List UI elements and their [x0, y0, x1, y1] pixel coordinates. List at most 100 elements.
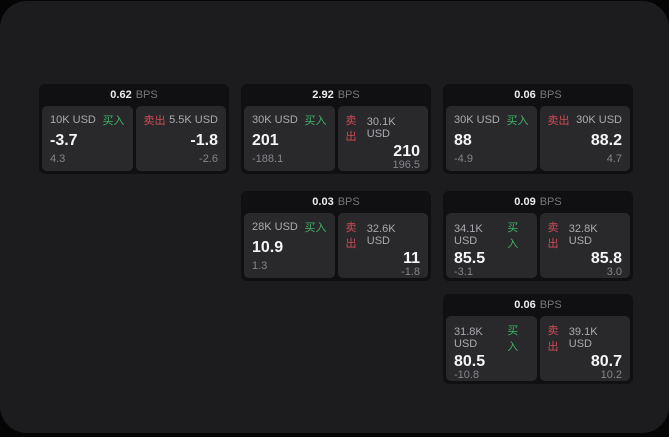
sell-amount-label: 30K USD: [576, 114, 622, 126]
bps-header: 0.06 BPS: [443, 294, 633, 316]
quote-panels: 10K USD 买入 -3.7 4.3 卖出 5.5K USD -1.8 -2.…: [39, 106, 229, 174]
buy-side-label: 买入: [507, 325, 519, 353]
bps-unit-label: BPS: [337, 89, 360, 101]
quote-panels: 30K USD 买入 88 -4.9 卖出 30K USD 88.2 4.7: [443, 106, 633, 174]
buy-side-label: 买入: [102, 115, 125, 127]
bps-value: 0.06: [514, 89, 536, 101]
sell-side-label: 卖出: [143, 115, 166, 127]
buy-price: -3.7: [50, 132, 78, 149]
buy-side-label: 买入: [506, 115, 529, 127]
buy-amount-label: 31.8K USD: [454, 326, 483, 350]
buy-panel[interactable]: 30K USD 买入 201 -188.1: [244, 106, 335, 171]
buy-panel-top: 34.1K USD 买入: [454, 219, 529, 251]
sell-price: 85.8: [590, 250, 622, 267]
buy-panel-top: 28K USD 买入: [252, 219, 327, 235]
price-card: 2.92 BPS 30K USD 买入 201 -188.1 卖出 30.1K …: [241, 84, 431, 174]
sell-price: 11: [403, 250, 420, 267]
buy-amount-label: 10K USD: [50, 114, 96, 126]
sell-change: -2.6: [199, 153, 218, 165]
buy-side-label: 买入: [507, 222, 519, 250]
sell-side-label: 卖出: [345, 115, 357, 143]
sell-price: 88.2: [590, 132, 622, 149]
buy-amount-label: 34.1K USD: [454, 223, 483, 247]
sell-panel-top: 卖出 5.5K USD: [144, 112, 219, 128]
bps-header: 2.92 BPS: [241, 84, 431, 106]
sell-panel[interactable]: 卖出 39.1K USD 80.7 10.2: [539, 316, 630, 381]
buy-side-label: 买入: [304, 115, 327, 127]
bps-unit-label: BPS: [539, 196, 562, 208]
sell-panel-top: 卖出 30K USD: [548, 112, 623, 128]
sell-side-label: 卖出: [345, 222, 357, 250]
buy-panel-top: 30K USD 买入: [454, 112, 529, 128]
sell-price: 210: [393, 143, 420, 160]
sell-panel[interactable]: 卖出 32.8K USD 85.8 3.0: [539, 213, 630, 278]
sell-price: -1.8: [190, 132, 218, 149]
buy-price: 201: [252, 132, 279, 149]
price-card: 0.06 BPS 31.8K USD 买入 80.5 -10.8 卖出 39.1…: [443, 294, 633, 384]
sell-change: 196.5: [392, 159, 420, 171]
sell-panel[interactable]: 卖出 32.6K USD 11 -1.8: [337, 213, 428, 278]
bps-header: 0.06 BPS: [443, 84, 633, 106]
buy-amount-label: 30K USD: [454, 114, 500, 126]
sell-panel[interactable]: 卖出 30.1K USD 210 196.5: [337, 106, 428, 171]
buy-panel-top: 31.8K USD 买入: [454, 322, 529, 354]
bps-unit-label: BPS: [135, 89, 158, 101]
bps-value: 0.06: [514, 299, 536, 311]
quote-panels: 34.1K USD 买入 85.5 -3.1 卖出 32.8K USD 85.8…: [443, 213, 633, 281]
bps-header: 0.09 BPS: [443, 191, 633, 213]
buy-panel[interactable]: 34.1K USD 买入 85.5 -3.1: [446, 213, 537, 278]
sell-change: -1.8: [401, 266, 420, 278]
bps-unit-label: BPS: [539, 89, 562, 101]
price-card: 0.09 BPS 34.1K USD 买入 85.5 -3.1 卖出 32.8K…: [443, 191, 633, 281]
bps-unit-label: BPS: [539, 299, 562, 311]
sell-panel-top: 卖出 32.6K USD: [346, 219, 421, 251]
buy-panel[interactable]: 10K USD 买入 -3.7 4.3: [42, 106, 133, 171]
buy-change: -3.1: [454, 266, 473, 278]
buy-price: 10.9: [252, 239, 284, 256]
bps-header: 0.03 BPS: [241, 191, 431, 213]
buy-change: -4.9: [454, 153, 473, 165]
buy-price: 80.5: [454, 353, 486, 370]
sell-side-label: 卖出: [547, 325, 559, 353]
sell-change: 3.0: [606, 266, 622, 278]
buy-change: 1.3: [252, 260, 268, 272]
sell-panel-top: 卖出 39.1K USD: [548, 322, 623, 354]
quote-panels: 30K USD 买入 201 -188.1 卖出 30.1K USD 210 1…: [241, 106, 431, 174]
sell-change: 10.2: [600, 369, 622, 381]
buy-panel-top: 10K USD 买入: [50, 112, 125, 128]
buy-amount-label: 28K USD: [252, 221, 298, 233]
buy-panel-top: 30K USD 买入: [252, 112, 327, 128]
sell-panel[interactable]: 卖出 5.5K USD -1.8 -2.6: [135, 106, 226, 171]
buy-price: 85.5: [454, 250, 486, 267]
sell-amount-label: 5.5K USD: [169, 114, 218, 126]
sell-side-label: 卖出: [547, 115, 570, 127]
sell-price: 80.7: [590, 353, 622, 370]
bps-value: 2.92: [312, 89, 334, 101]
buy-panel[interactable]: 28K USD 买入 10.9 1.3: [244, 213, 335, 278]
sell-amount-label: 32.6K USD: [366, 223, 396, 247]
bps-unit-label: BPS: [337, 196, 360, 208]
price-card: 0.03 BPS 28K USD 买入 10.9 1.3 卖出 32.6K US…: [241, 191, 431, 281]
price-card: 0.62 BPS 10K USD 买入 -3.7 4.3 卖出 5.5K USD…: [39, 84, 229, 174]
buy-amount-label: 30K USD: [252, 114, 298, 126]
buy-price: 88: [454, 132, 472, 149]
buy-side-label: 买入: [304, 222, 327, 234]
buy-panel[interactable]: 31.8K USD 买入 80.5 -10.8: [446, 316, 537, 381]
buy-change: -10.8: [454, 369, 480, 381]
bps-value: 0.62: [110, 89, 132, 101]
quote-panels: 31.8K USD 买入 80.5 -10.8 卖出 39.1K USD 80.…: [443, 316, 633, 384]
bps-header: 0.62 BPS: [39, 84, 229, 106]
sell-amount-label: 32.8K USD: [568, 223, 598, 247]
quote-panels: 28K USD 买入 10.9 1.3 卖出 32.6K USD 11 -1.8: [241, 213, 431, 281]
sell-panel-top: 卖出 30.1K USD: [346, 112, 421, 144]
buy-change: 4.3: [50, 153, 66, 165]
price-card: 0.06 BPS 30K USD 买入 88 -4.9 卖出 30K USD 8…: [443, 84, 633, 174]
bps-value: 0.09: [514, 196, 536, 208]
sell-panel[interactable]: 卖出 30K USD 88.2 4.7: [539, 106, 630, 171]
buy-panel[interactable]: 30K USD 买入 88 -4.9: [446, 106, 537, 171]
sell-amount-label: 30.1K USD: [366, 116, 396, 140]
sell-panel-top: 卖出 32.8K USD: [548, 219, 623, 251]
sell-amount-label: 39.1K USD: [568, 326, 598, 350]
sell-change: 4.7: [606, 153, 622, 165]
